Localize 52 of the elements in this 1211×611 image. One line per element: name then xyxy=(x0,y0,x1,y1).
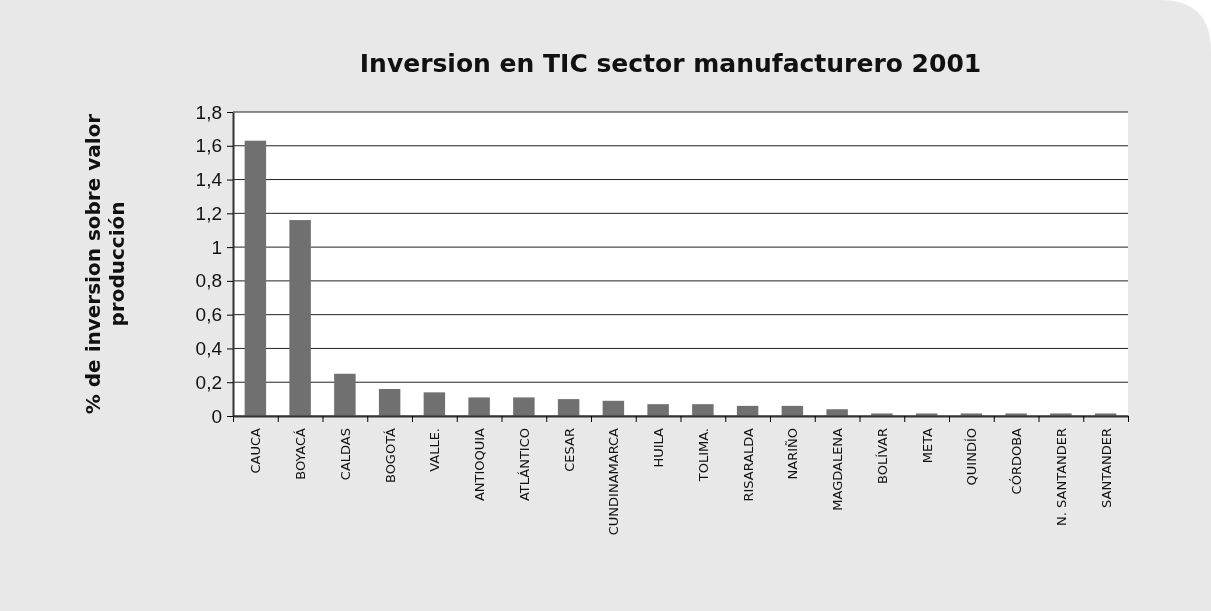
bar xyxy=(1005,413,1027,416)
x-tick-label: SANTANDER xyxy=(1098,428,1114,508)
bar xyxy=(1050,413,1072,416)
y-axis-title: % de inversion sobre valor producción xyxy=(81,113,129,415)
x-tick-label: ATLÁNTICO xyxy=(516,428,532,502)
x-tick-label: BOYACÁ xyxy=(293,427,309,480)
y-tick-label: 1,8 xyxy=(195,101,222,123)
x-tick-label: BOGOTÁ xyxy=(382,427,398,484)
bar xyxy=(557,399,580,416)
bar xyxy=(960,413,983,416)
bar xyxy=(423,392,446,416)
y-tick-label: 1,2 xyxy=(195,202,222,224)
bar xyxy=(334,373,356,416)
bar xyxy=(289,220,311,416)
x-tick-label: VALLE. xyxy=(427,428,443,472)
bar xyxy=(468,397,490,416)
x-tick-label: ANTIOQUIA xyxy=(472,427,488,502)
y-tick-label: 1 xyxy=(211,236,222,258)
bar xyxy=(826,409,848,416)
bar xyxy=(781,405,804,416)
x-tick-label: CESAR xyxy=(561,428,577,472)
bar xyxy=(871,413,893,416)
bar xyxy=(513,397,535,416)
chart-title: Inversion en TIC sector manufacturero 2001 xyxy=(359,49,982,78)
x-tick-label: NARIÑO xyxy=(785,428,801,480)
x-tick-label: CALDAS xyxy=(337,428,353,481)
bar xyxy=(244,140,267,416)
bar xyxy=(692,404,714,416)
x-tick-label: N. SANTANDER xyxy=(1053,428,1069,526)
x-tick-label: HUILA xyxy=(651,427,667,468)
y-tick-label: 0,6 xyxy=(195,304,222,326)
bar xyxy=(915,413,938,416)
x-tick-label: QUINDÍO xyxy=(964,428,980,486)
bar xyxy=(647,404,669,416)
x-tick-label: BOLÍVAR xyxy=(874,428,890,484)
y-tick-label: 0,2 xyxy=(195,371,222,393)
x-tick-label: MAGDALENA xyxy=(830,427,846,511)
y-tick-label: 1,4 xyxy=(195,169,223,191)
x-tick-label: RISARALDA xyxy=(740,427,756,502)
y-tick-label: 0,8 xyxy=(195,270,222,292)
bar xyxy=(736,405,759,416)
x-tick-label: CAUCA xyxy=(248,427,264,474)
bar xyxy=(378,388,401,416)
y-tick-label: 0 xyxy=(211,405,222,427)
y-tick-label: 0,4 xyxy=(195,338,223,360)
x-tick-label: CUNDINAMARCA xyxy=(606,427,622,536)
bar xyxy=(1094,413,1117,416)
bar xyxy=(602,400,625,416)
x-tick-label: META xyxy=(919,427,935,464)
x-tick-label: TOLIMA. xyxy=(695,428,711,483)
y-tick-label: 1,6 xyxy=(195,135,222,157)
x-tick-label: CÓRDOBA xyxy=(1009,427,1025,495)
